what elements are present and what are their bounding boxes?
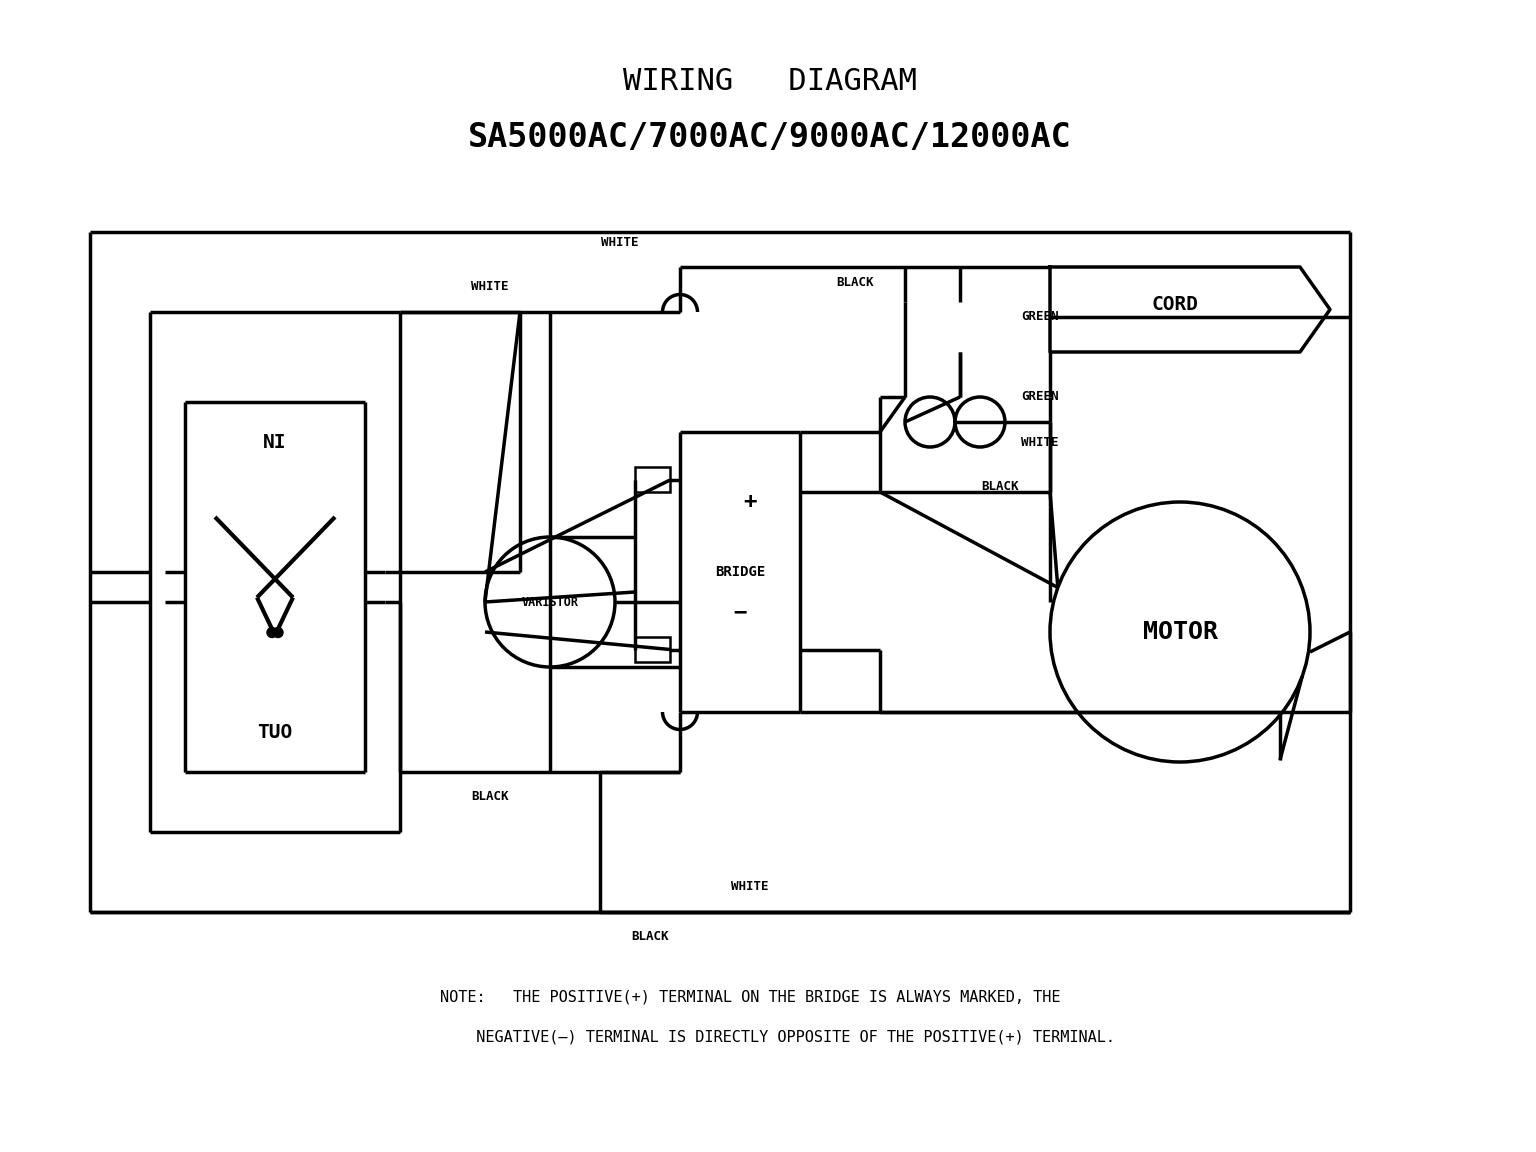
- Text: BLACK: BLACK: [836, 275, 874, 288]
- Text: WIRING   DIAGRAM: WIRING DIAGRAM: [624, 68, 917, 97]
- Text: WHITE: WHITE: [1021, 435, 1058, 448]
- Text: TUO: TUO: [258, 722, 293, 742]
- Text: BLACK: BLACK: [472, 790, 508, 803]
- Text: SA5000AC/7000AC/9000AC/12000AC: SA5000AC/7000AC/9000AC/12000AC: [468, 121, 1072, 153]
- Text: MOTOR: MOTOR: [1143, 620, 1218, 644]
- Circle shape: [273, 628, 283, 637]
- Text: GREEN: GREEN: [1021, 391, 1058, 403]
- Text: CORD: CORD: [1152, 295, 1198, 314]
- Text: VARISTOR: VARISTOR: [522, 596, 579, 608]
- Circle shape: [267, 628, 276, 637]
- Bar: [634, 467, 670, 492]
- Bar: [634, 637, 670, 662]
- Text: WHITE: WHITE: [731, 880, 768, 894]
- Text: BLACK: BLACK: [631, 931, 668, 943]
- Text: NEGATIVE(–) TERMINAL IS DIRECTLY OPPOSITE OF THE POSITIVE(+) TERMINAL.: NEGATIVE(–) TERMINAL IS DIRECTLY OPPOSIT…: [386, 1030, 1115, 1045]
- Text: +: +: [743, 492, 757, 511]
- Text: WHITE: WHITE: [472, 280, 508, 294]
- Text: −: −: [733, 602, 746, 622]
- Text: GREEN: GREEN: [1021, 311, 1058, 324]
- Text: BLACK: BLACK: [982, 480, 1018, 493]
- Text: WHITE: WHITE: [601, 235, 639, 249]
- Text: NOTE:   THE POSITIVE(+) TERMINAL ON THE BRIDGE IS ALWAYS MARKED, THE: NOTE: THE POSITIVE(+) TERMINAL ON THE BR…: [439, 990, 1060, 1005]
- Text: NI: NI: [263, 432, 287, 452]
- Text: BRIDGE: BRIDGE: [714, 564, 765, 579]
